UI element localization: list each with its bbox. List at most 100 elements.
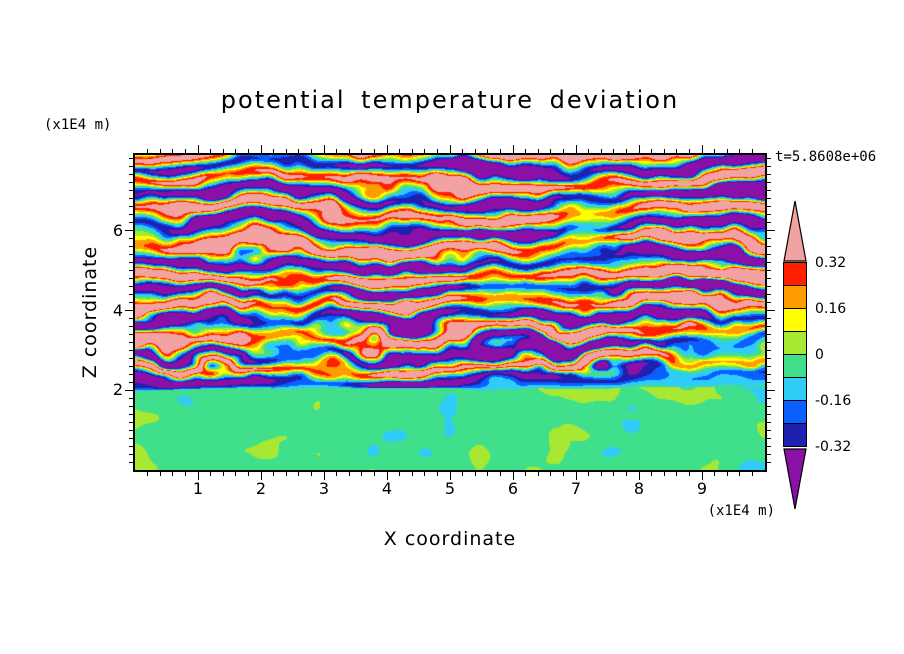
- z-tick-mark: [129, 333, 133, 335]
- z-tick-mark: [767, 461, 771, 463]
- x-tick-mark: [172, 472, 174, 476]
- z-tick-mark: [767, 246, 771, 248]
- z-tick-mark: [767, 373, 771, 375]
- colorbar-label: 0: [815, 347, 824, 363]
- x-tick-mark: [600, 149, 602, 153]
- x-tick-mark: [184, 472, 186, 476]
- x-tick-mark: [449, 472, 451, 480]
- x-tick-mark: [638, 472, 640, 480]
- colorbar-arrow-up: [783, 200, 807, 262]
- z-tick-mark: [129, 461, 133, 463]
- z-tick-mark: [767, 278, 771, 280]
- x-tick-mark: [676, 472, 678, 476]
- x-tick-mark: [260, 145, 262, 153]
- x-tick-mark: [235, 149, 237, 153]
- x-tick-mark: [336, 472, 338, 476]
- x-tick-mark: [197, 145, 199, 153]
- x-tick-mark: [323, 472, 325, 480]
- z-tick-mark: [767, 214, 771, 216]
- x-tick-mark: [222, 472, 224, 476]
- x-tick-mark: [361, 149, 363, 153]
- x-axis-label: X coordinate: [383, 528, 517, 550]
- x-tick-mark: [512, 145, 514, 153]
- x-tick-mark: [323, 145, 325, 153]
- z-tick-mark: [129, 429, 133, 431]
- z-tick-mark: [129, 421, 133, 423]
- z-tick-mark: [129, 246, 133, 248]
- x-tick-mark: [310, 472, 312, 476]
- z-tick-mark: [129, 294, 133, 296]
- x-tick-mark: [462, 149, 464, 153]
- z-tick-mark: [125, 230, 133, 232]
- z-tick-mark: [129, 373, 133, 375]
- x-tick-mark: [487, 149, 489, 153]
- z-tick-mark: [767, 437, 771, 439]
- x-tick-mark: [184, 149, 186, 153]
- x-tick-mark: [600, 472, 602, 476]
- colorbar-band: [784, 424, 806, 446]
- x-tick-mark: [386, 145, 388, 153]
- z-tick-mark: [767, 254, 771, 256]
- z-tick-mark: [767, 349, 771, 351]
- timestamp-label: t=5.8608e+06: [775, 149, 877, 165]
- z-tick-mark: [767, 182, 771, 184]
- x-tick-mark: [285, 472, 287, 476]
- z-tick-mark: [129, 365, 133, 367]
- x-tick-mark: [651, 149, 653, 153]
- x-tick-mark: [739, 149, 741, 153]
- x-tick-mark: [210, 149, 212, 153]
- z-tick-mark: [767, 310, 775, 311]
- x-tick-mark: [310, 149, 312, 153]
- x-tick-mark: [474, 149, 476, 153]
- x-tick-mark: [449, 145, 451, 153]
- colorbar-band: [784, 332, 806, 355]
- x-tick-mark: [688, 149, 690, 153]
- x-tick-mark: [159, 472, 161, 476]
- x-tick-mark: [373, 149, 375, 153]
- colorbar-label: -0.32: [815, 439, 852, 455]
- x-tick-mark: [575, 145, 577, 153]
- z-tick-mark: [767, 166, 771, 168]
- z-tick-mark: [129, 413, 133, 415]
- x-tick-mark: [348, 472, 350, 476]
- z-tick-mark: [767, 302, 771, 304]
- x-tick-mark: [235, 472, 237, 476]
- x-tick-label: 6: [507, 479, 519, 498]
- z-tick-mark: [767, 198, 771, 200]
- x-tick-mark: [273, 472, 275, 476]
- x-tick-mark: [298, 149, 300, 153]
- x-tick-mark: [462, 472, 464, 476]
- x-tick-mark: [260, 472, 262, 480]
- x-tick-mark: [222, 149, 224, 153]
- x-tick-mark: [512, 472, 514, 480]
- x-tick-label: 7: [570, 479, 582, 498]
- z-tick-mark: [129, 190, 133, 192]
- colorbar-band: [784, 355, 806, 378]
- z-tick-mark: [129, 214, 133, 216]
- z-tick-mark: [767, 286, 771, 288]
- colorbar-bands: [783, 262, 807, 447]
- z-tick-mark: [129, 325, 133, 327]
- z-tick-mark: [129, 302, 133, 304]
- x-tick-mark: [751, 149, 753, 153]
- z-tick-mark: [767, 238, 771, 240]
- x-tick-mark: [499, 149, 501, 153]
- x-tick-mark: [688, 472, 690, 476]
- z-tick-mark: [767, 381, 771, 383]
- x-tick-mark: [562, 472, 564, 476]
- z-tick-mark: [129, 166, 133, 168]
- heatmap-canvas: [135, 155, 765, 470]
- colorbar-label: 0.32: [815, 255, 847, 271]
- chart-title: potential temperature deviation: [220, 86, 680, 114]
- z-tick-mark: [767, 397, 771, 399]
- z-tick-mark: [129, 381, 133, 383]
- colorbar-label: -0.16: [815, 393, 852, 409]
- z-tick-mark: [129, 357, 133, 359]
- z-tick-mark: [767, 190, 771, 192]
- x-tick-mark: [739, 472, 741, 476]
- x-tick-mark: [726, 149, 728, 153]
- z-tick-mark: [125, 310, 133, 311]
- colorbar-band: [784, 309, 806, 332]
- x-tick-mark: [399, 472, 401, 476]
